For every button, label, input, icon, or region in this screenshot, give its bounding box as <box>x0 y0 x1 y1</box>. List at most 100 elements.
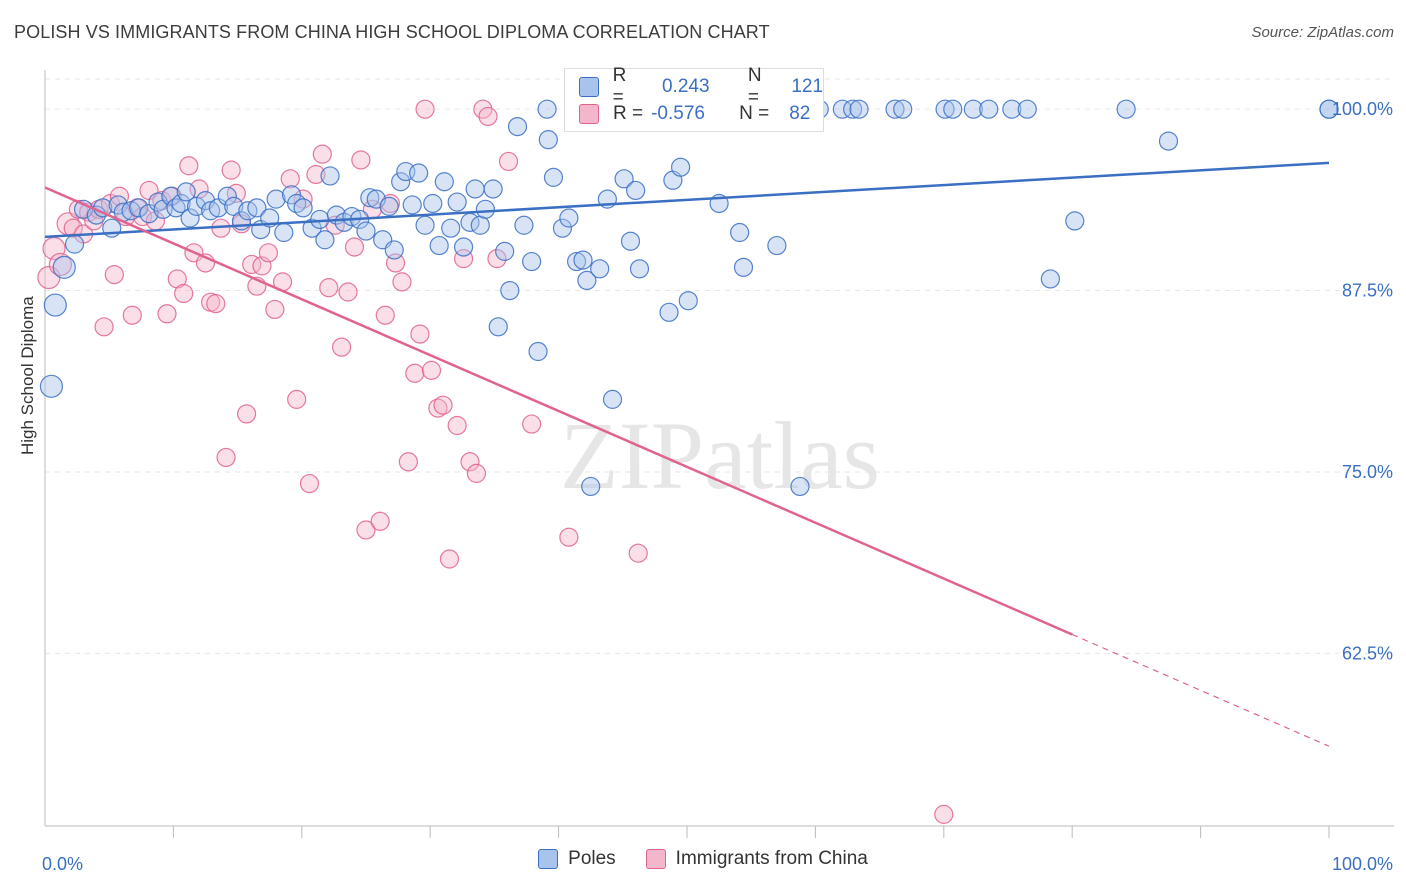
data-point <box>405 363 425 383</box>
data-point <box>538 130 558 150</box>
data-point <box>1017 99 1037 119</box>
r-label: R = <box>613 103 644 124</box>
data-point <box>528 341 548 362</box>
data-point <box>266 189 286 209</box>
x-tick-label: 100.0% <box>1332 854 1393 874</box>
data-point <box>421 360 442 380</box>
data-point <box>893 99 913 119</box>
data-point <box>280 169 300 189</box>
data-point <box>843 99 863 119</box>
data-point <box>433 395 453 415</box>
data-point <box>620 231 641 251</box>
data-point <box>1319 99 1339 119</box>
legend-label-china: Immigrants from China <box>675 848 868 869</box>
data-point <box>507 116 528 137</box>
data-point <box>483 179 503 199</box>
china-r-value: -0.576 <box>651 103 705 124</box>
data-point <box>453 237 474 257</box>
data-point <box>391 172 411 192</box>
data-point <box>832 99 852 119</box>
data-point <box>470 215 490 235</box>
data-point <box>678 291 698 311</box>
trend-line-poles <box>44 161 1330 239</box>
data-point <box>1065 211 1085 231</box>
data-point <box>979 99 999 119</box>
data-point <box>934 804 954 824</box>
data-point <box>265 299 285 320</box>
data-point <box>522 414 542 434</box>
poles-n-value: 121 <box>791 76 824 97</box>
data-point <box>306 164 326 185</box>
data-point <box>384 240 404 260</box>
y-tick-label: 62.5% <box>1342 643 1393 663</box>
data-point <box>299 473 320 494</box>
data-point <box>514 215 534 235</box>
data-point <box>522 251 542 272</box>
data-point <box>626 180 646 201</box>
data-point <box>577 270 597 291</box>
trend-line-china <box>44 186 1073 636</box>
data-point <box>410 324 430 344</box>
data-point <box>375 305 395 325</box>
series-immigrants-from-china-points <box>37 99 954 824</box>
data-point <box>439 549 460 569</box>
china-swatch-icon <box>579 104 599 124</box>
y-tick-label: 87.5% <box>1342 281 1393 301</box>
data-point <box>487 249 507 269</box>
data-point <box>423 193 443 214</box>
legend-item-poles[interactable]: Poles <box>538 848 616 870</box>
data-point <box>475 199 496 219</box>
data-point <box>447 192 467 212</box>
data-point <box>370 511 390 531</box>
data-point <box>174 283 194 304</box>
watermark: ZIPatlas <box>560 402 880 509</box>
data-point <box>201 201 221 221</box>
data-point <box>161 186 181 206</box>
data-point <box>351 150 371 170</box>
source-label: Source: ZipAtlas.com <box>1251 24 1394 41</box>
china-legend-swatch-icon <box>645 849 666 869</box>
data-point <box>43 293 67 317</box>
data-point <box>221 160 241 180</box>
data-point <box>274 222 294 243</box>
data-point <box>180 208 200 228</box>
data-point <box>465 179 485 199</box>
data-point <box>157 304 177 324</box>
data-point <box>730 222 750 243</box>
poles-swatch-icon <box>579 77 599 97</box>
data-point <box>500 280 520 301</box>
data-point <box>392 272 412 292</box>
data-point <box>334 212 354 232</box>
data-point <box>478 106 498 127</box>
data-point <box>379 196 399 216</box>
data-point <box>559 527 579 547</box>
data-point <box>434 172 454 192</box>
chart-title: POLISH VS IMMIGRANTS FROM CHINA HIGH SCH… <box>14 22 770 42</box>
axes <box>44 70 1394 838</box>
data-point <box>943 99 963 119</box>
stats-row-china: R = -0.576 N = 82 <box>579 100 810 128</box>
legend-item-china[interactable]: Immigrants from China <box>645 848 868 870</box>
data-point <box>573 250 593 270</box>
data-point <box>552 218 573 238</box>
data-point <box>614 169 634 189</box>
data-point <box>39 374 64 398</box>
data-point <box>415 99 435 119</box>
trend-lines <box>44 161 1330 747</box>
y-tick-label: 75.0% <box>1342 462 1393 482</box>
data-point <box>935 99 955 119</box>
data-point <box>1158 131 1179 151</box>
data-point <box>466 463 487 483</box>
data-point <box>176 182 196 202</box>
data-point <box>342 206 362 227</box>
data-point <box>441 218 461 238</box>
trend-line-china-extrapolated <box>1071 633 1330 747</box>
x-tick-label: 0.0% <box>42 854 83 874</box>
data-point <box>398 452 418 472</box>
data-point <box>670 157 691 177</box>
data-point <box>402 195 422 215</box>
data-point <box>94 317 114 337</box>
data-point <box>790 476 810 497</box>
data-point <box>63 218 83 238</box>
